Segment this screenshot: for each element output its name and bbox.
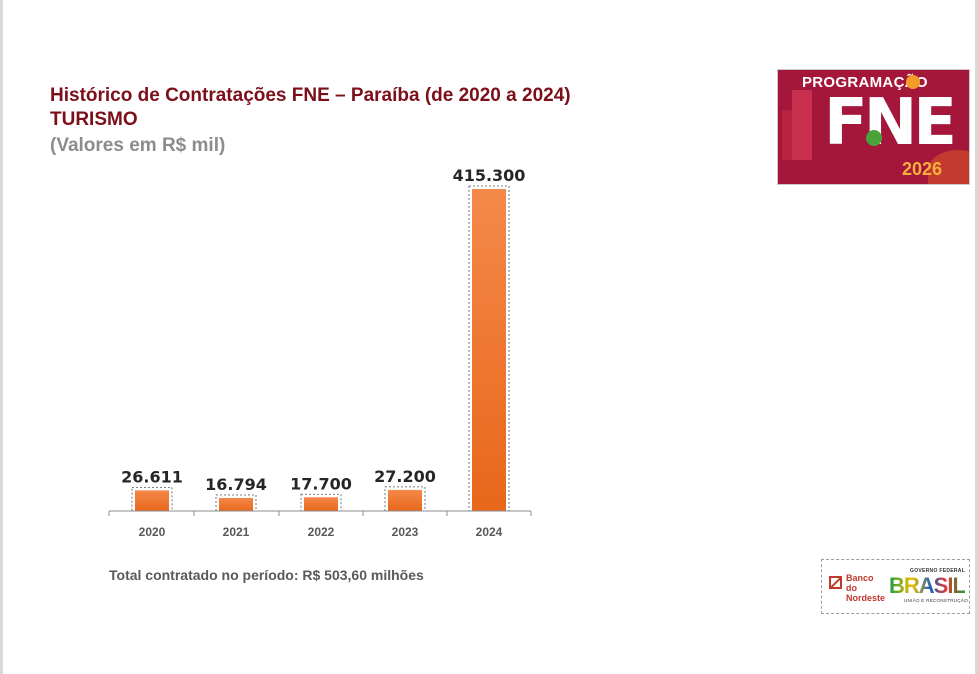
x-tick-2024: 2024 — [476, 525, 503, 539]
brasil-wordmark: BRASIL — [889, 573, 966, 598]
total-summary: Total contratado no período: R$ 503,60 m… — [109, 567, 424, 583]
gov-federal-label: GOVERNO FEDERAL — [910, 568, 966, 574]
sun-icon — [906, 75, 920, 89]
sector-label: TURISMO — [50, 109, 138, 130]
title-block: Histórico de Contratações FNE – Paraíba … — [50, 84, 571, 160]
bar-2020 — [135, 490, 169, 511]
brasil-logo: BRASIL — [889, 573, 966, 598]
data-label-2020: 26.611 — [121, 467, 183, 486]
city-tower-icon — [792, 90, 812, 160]
banco-do-nordeste-icon — [829, 576, 842, 589]
gov-slogan: UNIÃO E RECONSTRUÇÃO — [904, 598, 969, 603]
tree-icon — [866, 130, 882, 146]
page-title: Histórico de Contratações FNE – Paraíba … — [50, 85, 571, 106]
sponsor-logos: Banco do Nordeste GOVERNO FEDERAL BRASIL… — [821, 559, 970, 614]
hill-icon — [928, 150, 969, 184]
bar-2021 — [219, 497, 253, 511]
data-label-2024: 415.300 — [453, 166, 526, 185]
badge-top-text: PROGRAMAÇÃO — [802, 74, 928, 91]
data-label-2023: 27.200 — [374, 467, 436, 486]
bar-2024 — [472, 189, 506, 511]
bar-2023 — [388, 489, 422, 511]
x-tick-2022: 2022 — [308, 525, 335, 539]
slide-edge-right — [975, 0, 978, 674]
badge-year: 2026 — [902, 159, 943, 179]
x-tick-2020: 2020 — [139, 525, 166, 539]
programacao-fne-badge: PROGRAMAÇÃO FNE 2026 — [777, 69, 970, 185]
units-label: (Valores em R$ mil) — [50, 135, 226, 156]
badge-fne-text: FNE — [824, 86, 957, 160]
slide-edge-left — [0, 0, 3, 674]
bar-2022 — [304, 497, 338, 511]
x-tick-2021: 2021 — [223, 525, 250, 539]
data-label-2022: 17.700 — [290, 474, 352, 493]
data-label-2021: 16.794 — [205, 475, 267, 494]
bar-frame-2020 — [131, 486, 173, 512]
bank-name: Banco do Nordeste — [846, 573, 886, 603]
x-tick-2023: 2023 — [392, 525, 419, 539]
